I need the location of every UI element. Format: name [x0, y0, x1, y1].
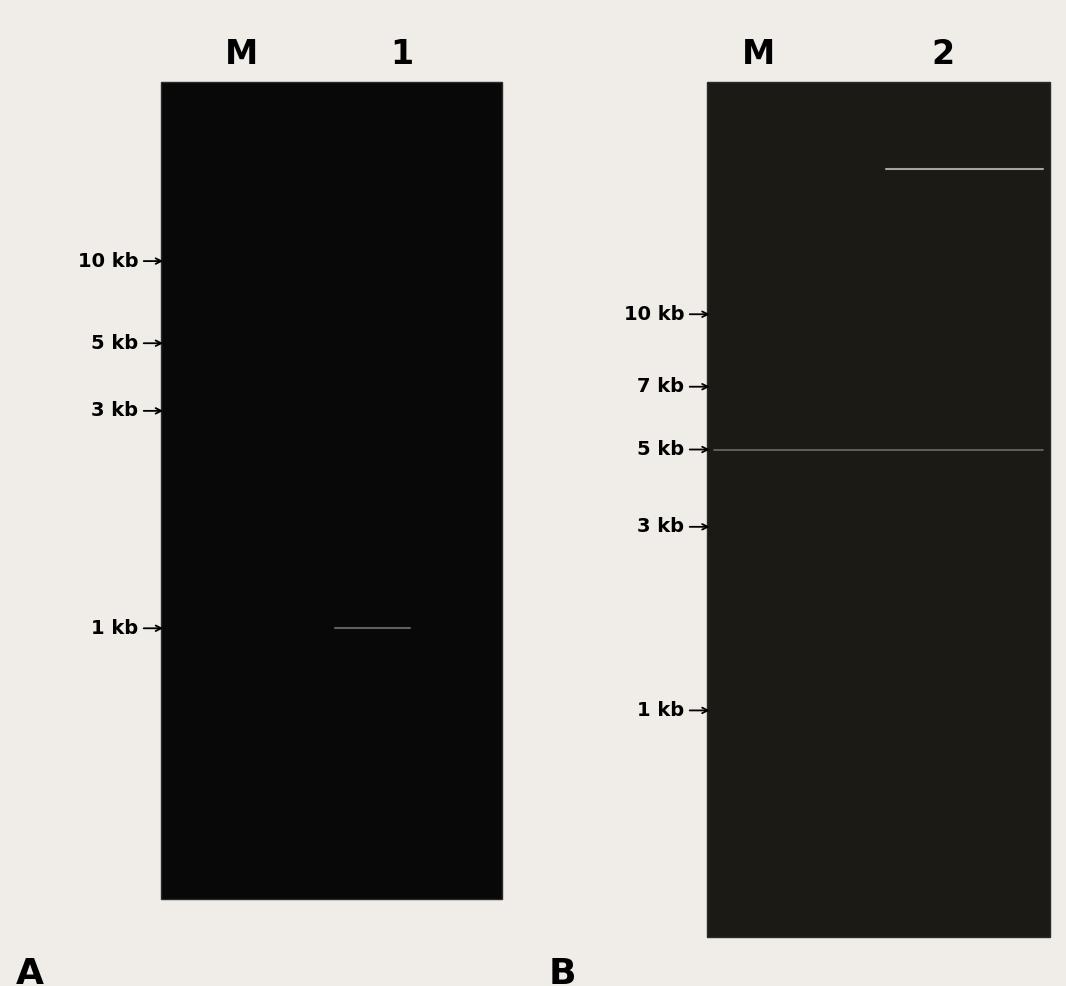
Bar [161, 83, 502, 899]
Text: M: M [742, 37, 775, 71]
Text: 10 kb: 10 kb [624, 305, 684, 323]
Text: 10 kb: 10 kb [78, 251, 139, 270]
Text: 2: 2 [932, 37, 954, 71]
Text: 1 kb: 1 kb [637, 701, 684, 720]
Text: M: M [225, 37, 258, 71]
Text: 1: 1 [390, 37, 413, 71]
Bar [708, 83, 1050, 938]
Text: 3 kb: 3 kb [92, 401, 139, 420]
Text: 3 kb: 3 kb [637, 518, 684, 536]
Text: 5 kb: 5 kb [637, 440, 684, 459]
Text: 1 kb: 1 kb [92, 619, 139, 638]
Text: B: B [549, 956, 577, 986]
Text: 5 kb: 5 kb [92, 333, 139, 353]
Text: A: A [16, 956, 44, 986]
Text: 7 kb: 7 kb [637, 378, 684, 396]
